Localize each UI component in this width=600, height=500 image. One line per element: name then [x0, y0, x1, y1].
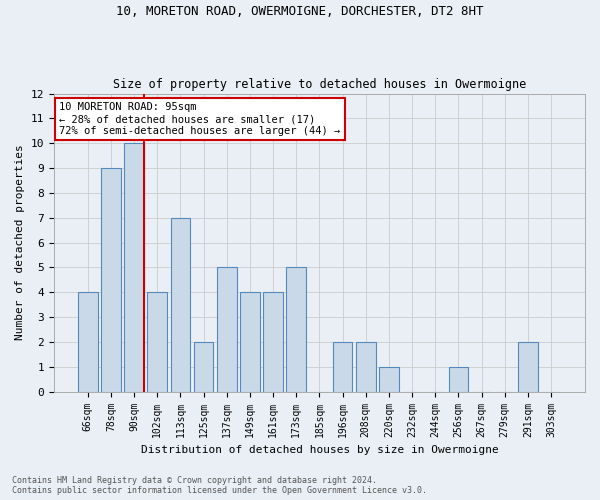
Title: Size of property relative to detached houses in Owermoigne: Size of property relative to detached ho… [113, 78, 526, 91]
Text: Contains HM Land Registry data © Crown copyright and database right 2024.
Contai: Contains HM Land Registry data © Crown c… [12, 476, 427, 495]
Bar [379, 367, 399, 392]
Bar [194, 342, 214, 392]
Bar [170, 218, 190, 392]
Bar [217, 268, 236, 392]
Bar [148, 292, 167, 392]
Bar [286, 268, 306, 392]
Bar [333, 342, 352, 392]
Bar [124, 143, 144, 392]
Bar [78, 292, 98, 392]
X-axis label: Distribution of detached houses by size in Owermoigne: Distribution of detached houses by size … [140, 445, 498, 455]
Bar [101, 168, 121, 392]
Bar [518, 342, 538, 392]
Bar [263, 292, 283, 392]
Bar [356, 342, 376, 392]
Text: 10, MORETON ROAD, OWERMOIGNE, DORCHESTER, DT2 8HT: 10, MORETON ROAD, OWERMOIGNE, DORCHESTER… [116, 5, 484, 18]
Bar [240, 292, 260, 392]
Y-axis label: Number of detached properties: Number of detached properties [15, 145, 25, 340]
Text: 10 MORETON ROAD: 95sqm
← 28% of detached houses are smaller (17)
72% of semi-det: 10 MORETON ROAD: 95sqm ← 28% of detached… [59, 102, 340, 136]
Bar [449, 367, 468, 392]
